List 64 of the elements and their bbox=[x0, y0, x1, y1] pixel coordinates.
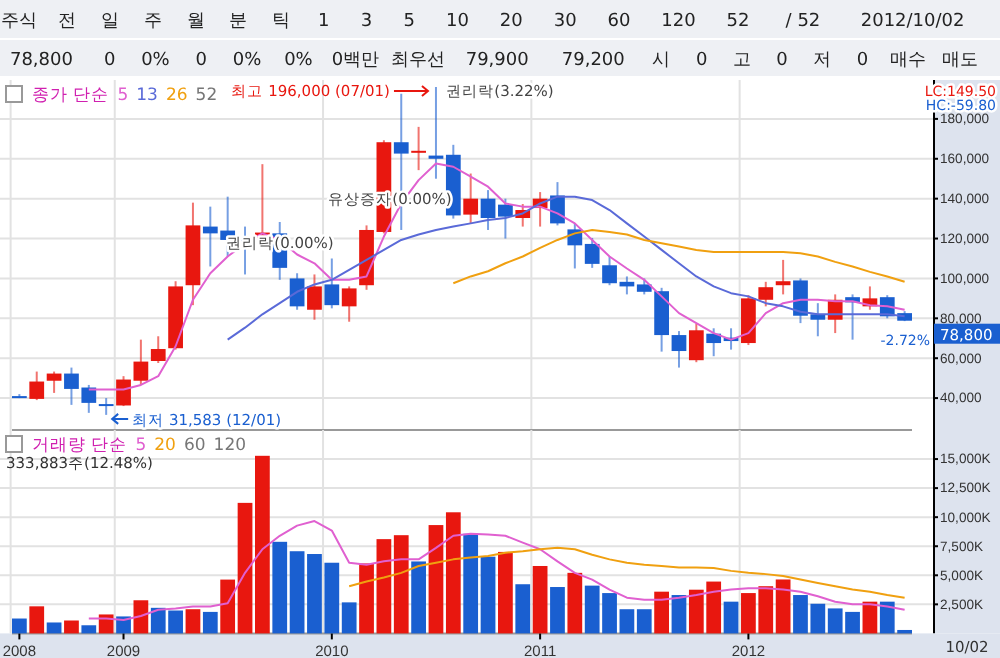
text: 2012/10/02 bbox=[860, 12, 965, 32]
text: 26 bbox=[165, 86, 188, 106]
text: 79,200 bbox=[561, 51, 626, 71]
line-series bbox=[348, 546, 906, 599]
text: 0% bbox=[141, 51, 171, 71]
text: 일 bbox=[101, 12, 120, 32]
bar bbox=[654, 591, 669, 634]
text: 10 bbox=[445, 12, 470, 32]
bar bbox=[498, 551, 513, 634]
line-series bbox=[452, 228, 906, 285]
bar bbox=[12, 618, 27, 634]
legend-title: 거래량 단순 bbox=[32, 436, 128, 456]
bar bbox=[46, 622, 62, 634]
bar bbox=[411, 561, 426, 634]
text: 0 bbox=[195, 51, 208, 71]
line-series bbox=[87, 520, 906, 621]
text: 0 bbox=[695, 51, 708, 71]
text: 52 bbox=[726, 12, 750, 32]
legend-title: 종가 단순 bbox=[32, 86, 110, 106]
text: 매수 bbox=[890, 51, 927, 71]
text: 3 bbox=[360, 12, 373, 32]
text: 30 bbox=[553, 12, 578, 32]
text: 120 bbox=[661, 12, 697, 32]
bar bbox=[532, 565, 548, 634]
bar bbox=[515, 584, 531, 634]
text: 고 bbox=[732, 51, 751, 71]
text: 저 bbox=[813, 51, 832, 71]
text: 매도 bbox=[941, 51, 978, 71]
text: 20 bbox=[154, 436, 176, 456]
text: 5 bbox=[117, 86, 129, 106]
text: 최우선 bbox=[390, 51, 445, 71]
bar bbox=[550, 587, 565, 634]
bar bbox=[567, 572, 583, 634]
bar bbox=[81, 625, 97, 634]
text: 월 bbox=[186, 12, 205, 32]
text: 1 bbox=[317, 12, 330, 32]
text: 20 bbox=[499, 12, 524, 32]
text: 0 bbox=[776, 51, 789, 71]
text: 5 bbox=[135, 436, 147, 456]
annotation: 120 bbox=[213, 436, 247, 456]
text: 시 bbox=[652, 51, 671, 71]
text: 0 bbox=[103, 51, 116, 71]
text: 틱 bbox=[272, 12, 291, 32]
text: 전 bbox=[58, 12, 77, 32]
text: 60 bbox=[607, 12, 632, 32]
annotation: 52 bbox=[195, 86, 218, 106]
annotation: 60 bbox=[183, 436, 206, 456]
text: 5 bbox=[403, 12, 415, 32]
text: / 52 bbox=[785, 12, 821, 32]
bar bbox=[185, 609, 201, 634]
text: 0% bbox=[232, 51, 263, 71]
text: 79,900 bbox=[465, 51, 530, 71]
text: 주식 bbox=[1, 12, 38, 32]
text: 0 bbox=[856, 51, 869, 71]
text: 78,800 bbox=[9, 51, 74, 71]
text: 0백만 bbox=[331, 51, 380, 71]
bar bbox=[202, 611, 218, 634]
text: 주 bbox=[143, 12, 162, 32]
text: 13 bbox=[136, 86, 158, 106]
bar bbox=[29, 606, 45, 634]
bar bbox=[723, 601, 739, 634]
bar bbox=[64, 620, 79, 634]
text: 분 bbox=[229, 12, 248, 32]
text: 0% bbox=[284, 51, 314, 71]
